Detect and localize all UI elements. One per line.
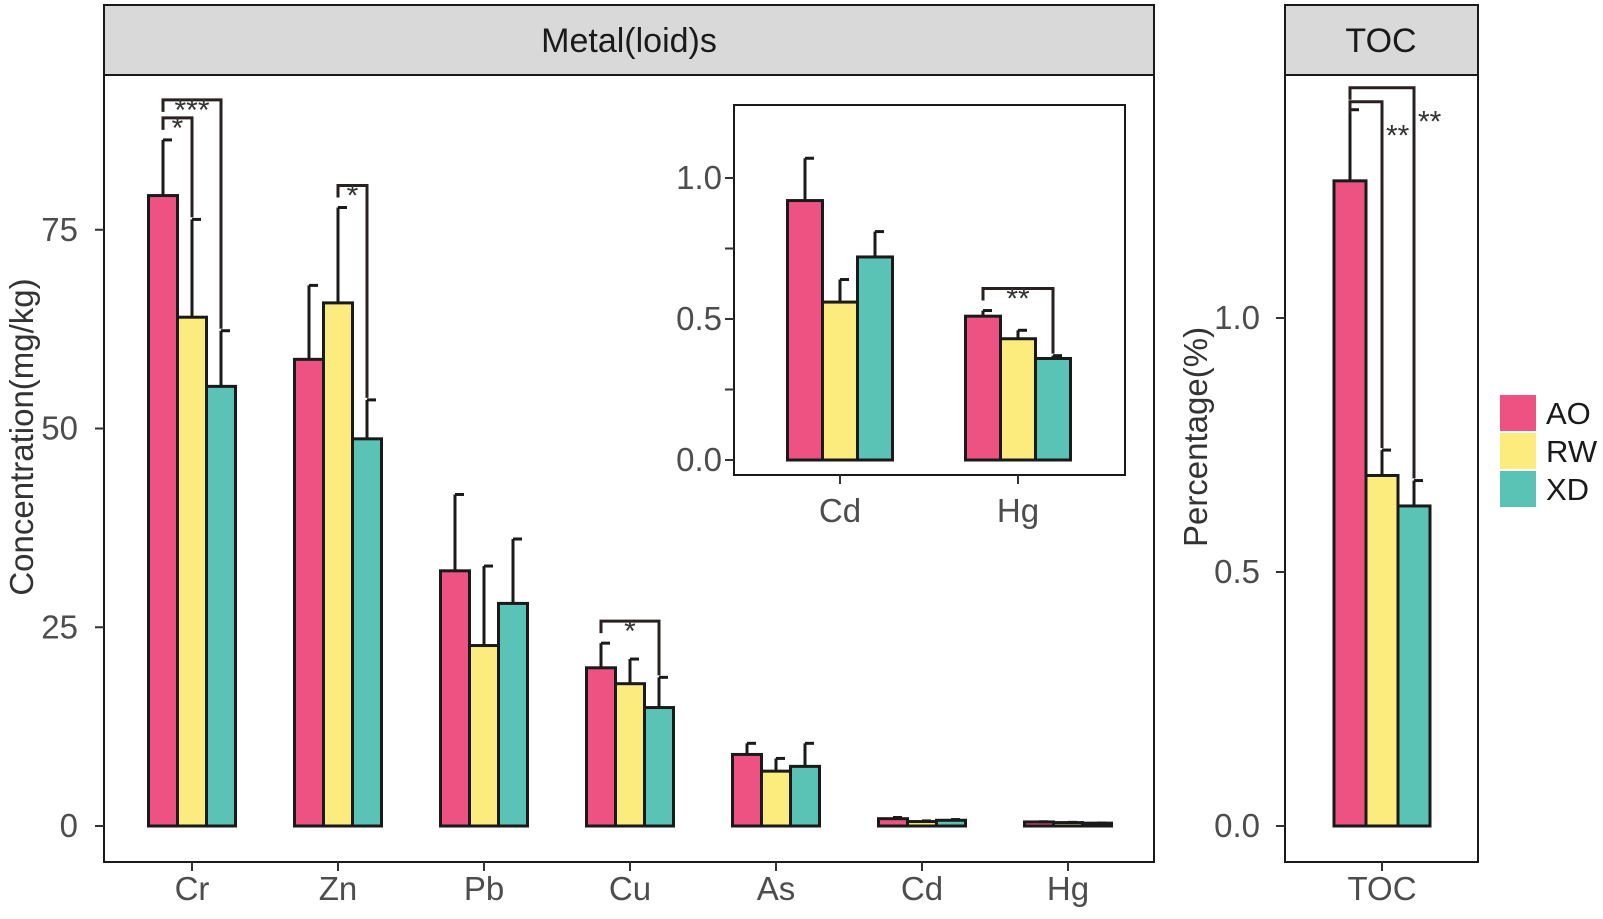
toc-x-tick-label: TOC — [1347, 870, 1416, 907]
toc-bars — [1332, 108, 1432, 828]
metal-bar-xd — [643, 706, 675, 828]
toc-significance-label: ** — [1386, 120, 1410, 153]
metal-bar-rw — [760, 769, 792, 828]
metal-y-ticks: 0 25 50 75 — [41, 211, 104, 844]
metal-bar-ao — [877, 817, 909, 828]
metal-significance-label: * — [347, 179, 359, 212]
metal-x-tick-label: Cu — [609, 870, 651, 907]
toc-strip-title: TOC — [1345, 22, 1416, 60]
inset-x-ticks: Cd Hg — [819, 475, 1039, 529]
legend-swatch-xd — [1500, 471, 1536, 507]
metal-strip-title: Metal(loid)s — [541, 22, 717, 60]
inset-y-ticks: 0.0 0.5 1.0 — [676, 159, 734, 478]
metal-bar-rw — [468, 644, 500, 828]
metal-y-tick-label: 50 — [41, 410, 78, 447]
toc-significance: ** ** — [1348, 86, 1442, 479]
legend-swatch-ao — [1500, 395, 1536, 431]
metal-bars — [147, 138, 1113, 828]
toc-x-ticks: TOC — [1347, 862, 1417, 907]
inset-bar-rw — [999, 337, 1037, 462]
metal-bar-rw — [322, 301, 354, 828]
metal-facet: Metal(loid)s Concentration(mg/kg) 0 25 50 7… — [3, 4, 1155, 907]
metal-bar-xd — [935, 818, 967, 828]
metal-significance-bracket — [161, 98, 223, 329]
metal-x-tick-label: Pb — [464, 870, 504, 907]
metal-bar-ao — [439, 569, 471, 828]
metal-y-tick-label: 0 — [60, 807, 78, 844]
toc-significance-label: ** — [1418, 106, 1442, 139]
inset-significance-bracket — [981, 287, 1055, 354]
metal-significance: ****** — [161, 94, 661, 676]
toc-facet: TOC Percentage(%) 0.0 0.5 1.0 TOC ** ** — [1177, 4, 1479, 907]
toc-significance-bracket — [1348, 86, 1416, 479]
inset-y-tick-label: 1.0 — [676, 159, 722, 196]
metal-bar-xd — [205, 384, 237, 828]
toc-y-axis-title: Percentage(%) — [1177, 327, 1214, 547]
toc-bar-xd — [1396, 504, 1432, 828]
metal-significance-label: *** — [174, 94, 209, 127]
legend: AO RW XD — [1500, 395, 1598, 507]
toc-y-tick-label: 1.0 — [1214, 299, 1260, 336]
metal-bar-ao — [147, 194, 179, 828]
inset-y-tick-label: 0.5 — [676, 300, 722, 337]
metal-y-axis-title: Concentration(mg/kg) — [3, 278, 40, 595]
inset-x-tick-label: Cd — [819, 492, 861, 529]
metal-bar-xd — [789, 764, 821, 828]
metal-bar-rw — [614, 682, 646, 828]
metal-x-tick-label: Cd — [901, 870, 943, 907]
toc-strip — [1284, 4, 1479, 76]
toc-bar-ao — [1332, 179, 1368, 828]
legend-label-xd: XD — [1546, 472, 1589, 507]
inset-y-tick-label: 0.0 — [676, 441, 722, 478]
inset-bars — [786, 156, 1072, 462]
inset-bar-ao — [964, 314, 1002, 462]
toc-y-tick-label: 0.0 — [1214, 807, 1260, 844]
metal-significance-bracket — [161, 116, 194, 218]
toc-y-tick-label: 0.5 — [1214, 553, 1260, 590]
inset-significance: ** — [981, 283, 1055, 354]
inset-bar-xd — [856, 255, 894, 462]
legend-label-rw: RW — [1546, 434, 1598, 469]
metal-bar-rw — [176, 315, 208, 828]
metal-bar-ao — [731, 752, 763, 828]
metal-x-tick-label: Hg — [1047, 870, 1089, 907]
legend-swatch-rw — [1500, 433, 1536, 469]
inset-bar-ao — [786, 199, 824, 462]
metal-x-tick-label: As — [757, 870, 796, 907]
inset-facet: 0.0 0.5 1.0 Cd Hg ** — [676, 104, 1126, 529]
metal-significance-label: * — [172, 112, 184, 145]
metal-significance-bracket — [599, 619, 661, 676]
metal-strip — [103, 4, 1155, 76]
metal-significance-bracket — [336, 183, 369, 398]
metal-bar-xd — [351, 437, 383, 828]
metal-significance-label: * — [624, 615, 636, 648]
metal-bar-ao — [293, 357, 325, 828]
metal-x-ticks: Cr Zn Pb Cu As Cd Hg — [175, 862, 1089, 907]
inset-x-tick-label: Hg — [997, 492, 1039, 529]
inset-bar-rw — [821, 300, 859, 462]
toc-bar-rw — [1364, 473, 1400, 828]
toc-y-ticks: 0.0 0.5 1.0 — [1214, 299, 1285, 844]
toc-significance-bracket — [1348, 100, 1384, 449]
metal-bar-xd — [497, 601, 529, 828]
metal-y-tick-label: 25 — [41, 608, 78, 645]
metal-x-tick-label: Cr — [175, 870, 210, 907]
inset-significance-label: ** — [1006, 283, 1030, 316]
legend-label-ao: AO — [1546, 396, 1591, 431]
inset-bar-xd — [1034, 356, 1072, 462]
metal-x-tick-label: Zn — [319, 870, 358, 907]
metal-y-tick-label: 75 — [41, 211, 78, 248]
metal-bar-ao — [585, 666, 617, 828]
